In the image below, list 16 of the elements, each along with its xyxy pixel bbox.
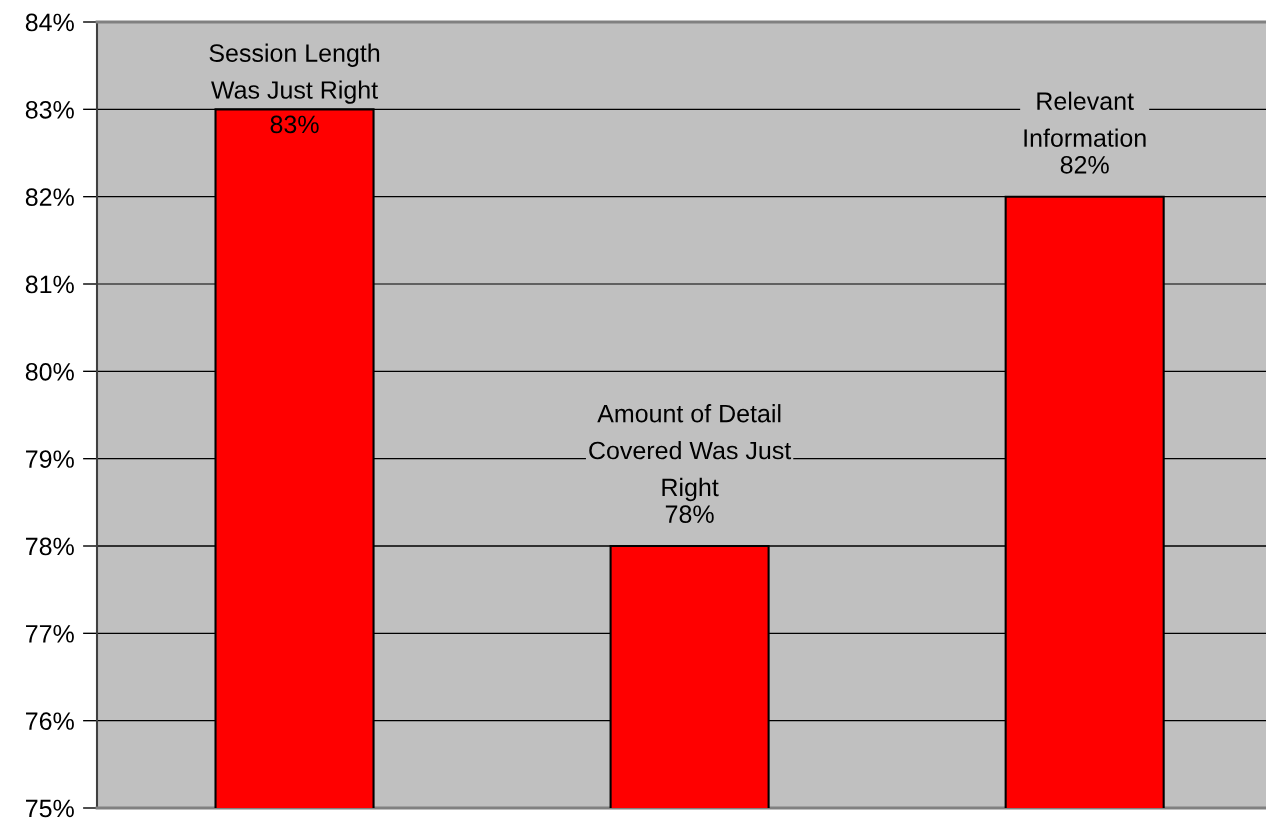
x-tick-label: Session Length Was Just Right <box>209 43 380 104</box>
y-tick-label: 81% <box>25 275 74 294</box>
y-tick-label: 83% <box>25 100 74 119</box>
x-tick-label: Amount of Detail Covered Was Just Right <box>589 404 792 502</box>
data-label: 82% <box>1060 155 1109 174</box>
y-tick-label: 84% <box>25 13 74 32</box>
y-tick-label: 82% <box>25 188 74 206</box>
y-tick-label: 80% <box>25 362 74 381</box>
y-tick-label: 78% <box>26 537 74 556</box>
x-tick-label: Relevant Information <box>1024 91 1146 147</box>
y-tick-label: 79% <box>26 450 74 468</box>
data-label: 83% <box>270 115 319 134</box>
y-tick-label: 77% <box>26 625 74 643</box>
data-label: 78% <box>665 505 714 523</box>
y-tick-label: 75% <box>26 799 74 818</box>
y-tick-label: 76% <box>26 712 74 730</box>
